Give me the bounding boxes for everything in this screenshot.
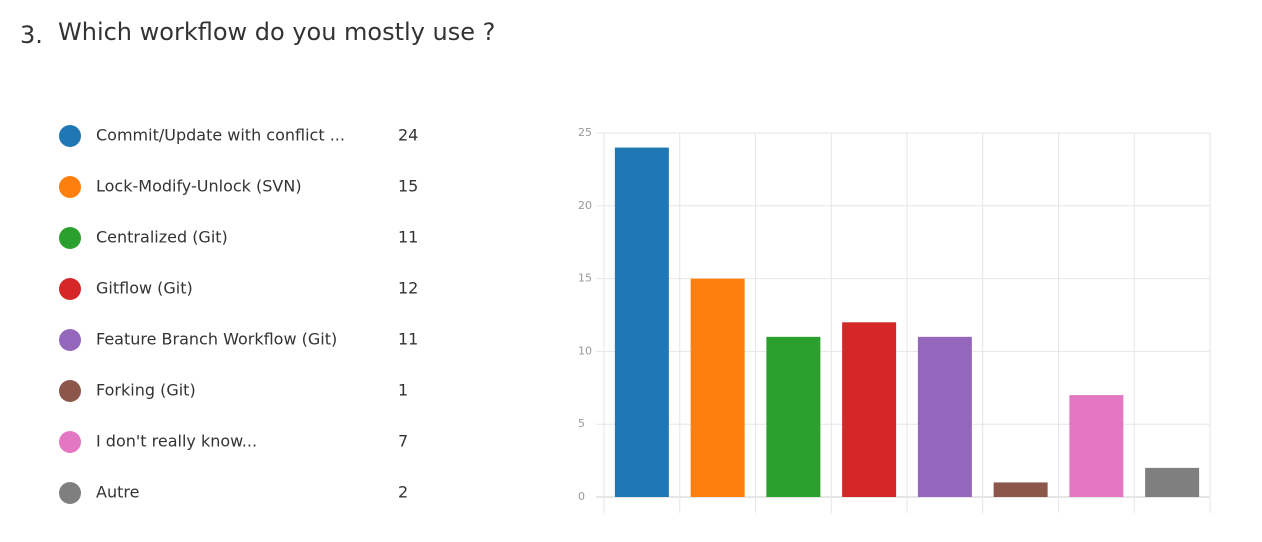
- legend-label: Autre: [96, 483, 139, 502]
- bar: [690, 278, 745, 497]
- bar: [766, 336, 821, 497]
- legend-dot: [59, 278, 81, 300]
- legend-value: 12: [398, 279, 418, 298]
- bar: [917, 336, 972, 497]
- y-tick-label: 0: [578, 490, 585, 503]
- legend-label: Lock-Modify-Unlock (SVN): [96, 177, 302, 196]
- legend-dot: [59, 125, 81, 147]
- question-number: 3.: [20, 21, 43, 49]
- legend-dot: [59, 329, 81, 351]
- bar: [993, 482, 1048, 497]
- y-tick-label: 10: [578, 344, 592, 357]
- y-tick-label: 15: [578, 272, 592, 285]
- legend-dot: [59, 380, 81, 402]
- legend-value: 15: [398, 177, 418, 196]
- y-tick-label: 25: [578, 126, 592, 139]
- legend-dot: [59, 176, 81, 198]
- legend-dot: [59, 227, 81, 249]
- chart-title: Which workflow do you mostly use ?: [58, 18, 495, 46]
- y-tick-label: 20: [578, 199, 592, 212]
- legend-dot: [59, 482, 81, 504]
- legend-dot: [59, 431, 81, 453]
- bar: [842, 322, 897, 497]
- legend-label: Centralized (Git): [96, 228, 228, 247]
- legend-value: 24: [398, 126, 418, 145]
- legend-label: Feature Branch Workflow (Git): [96, 330, 337, 349]
- legend-label: Gitflow (Git): [96, 279, 193, 298]
- legend-label: Forking (Git): [96, 381, 196, 400]
- legend-value: 11: [398, 330, 418, 349]
- y-tick-label: 5: [578, 417, 585, 430]
- legend-value: 2: [398, 483, 408, 502]
- legend-value: 7: [398, 432, 408, 451]
- legend-value: 11: [398, 228, 418, 247]
- bar: [1145, 467, 1200, 497]
- legend-label: I don't really know...: [96, 432, 257, 451]
- legend-label: Commit/Update with conflict ...: [96, 126, 345, 145]
- bar: [614, 147, 669, 497]
- bar: [1069, 395, 1124, 497]
- legend-value: 1: [398, 381, 408, 400]
